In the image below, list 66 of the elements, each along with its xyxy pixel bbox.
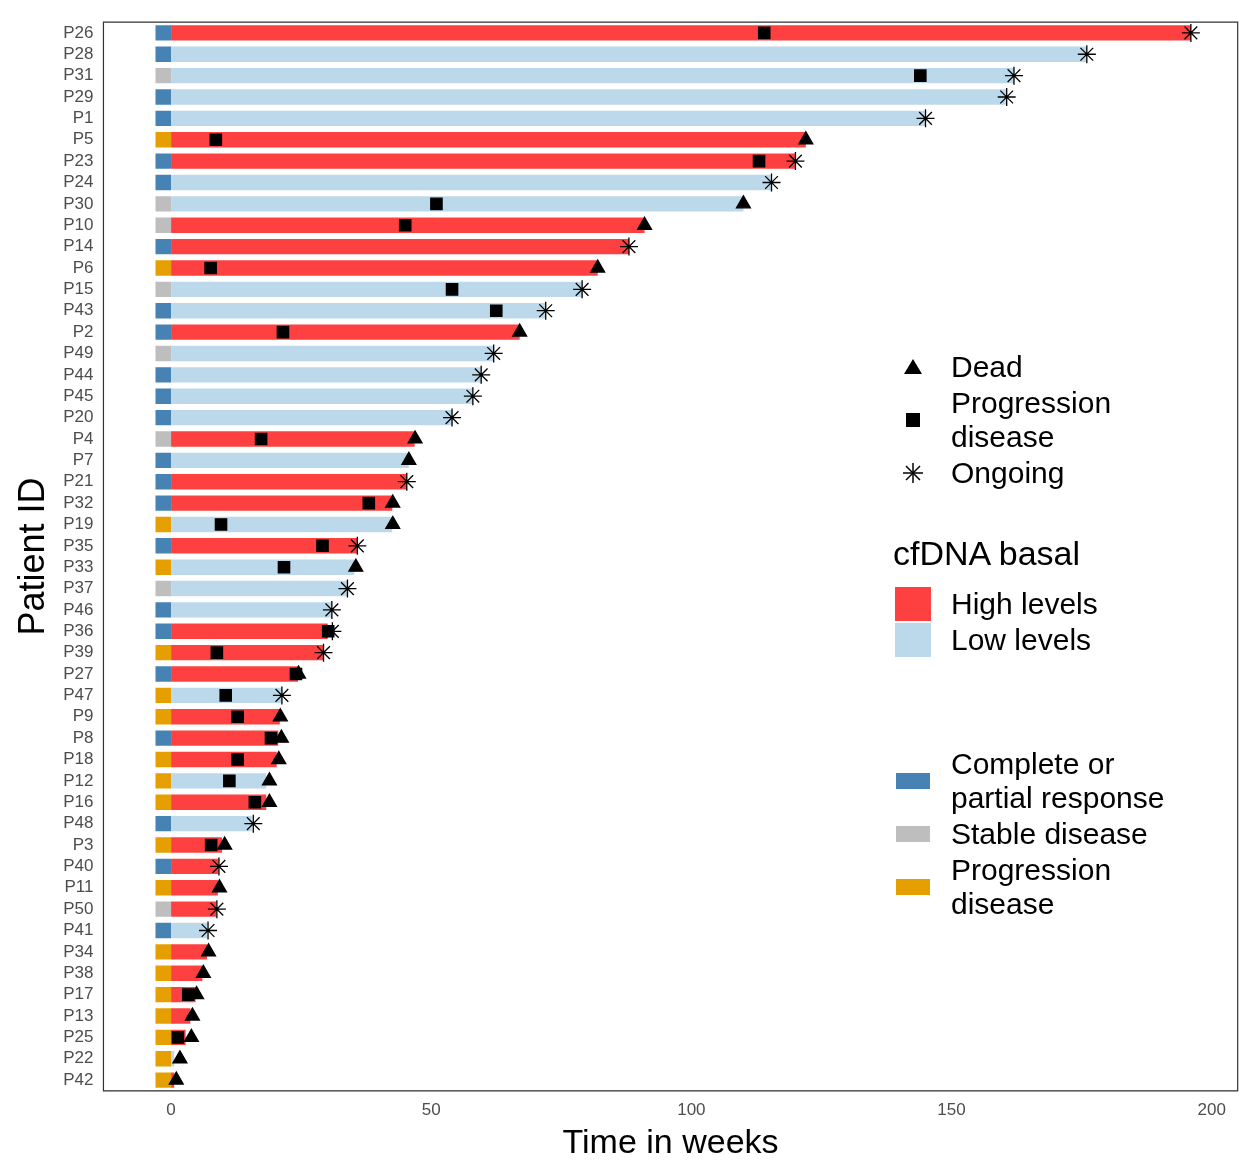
legend-label: Low levels bbox=[951, 623, 1093, 657]
y-tick-label: P6 bbox=[72, 257, 94, 277]
y-tick-label: P31 bbox=[63, 65, 94, 85]
y-tick-label: P44 bbox=[63, 364, 94, 384]
legend-label: Progression disease bbox=[951, 853, 1113, 921]
y-tick-label: P21 bbox=[63, 471, 94, 491]
y-tick-label: P3 bbox=[72, 834, 94, 854]
y-tick-label: P35 bbox=[63, 535, 94, 555]
x-axis-title: Time in weeks bbox=[562, 1121, 779, 1160]
y-tick-label: P10 bbox=[63, 214, 94, 234]
y-tick-label: P32 bbox=[63, 492, 94, 512]
y-tick-label: P39 bbox=[63, 642, 94, 662]
y-tick-label: P12 bbox=[63, 770, 94, 790]
y-tick-label: P48 bbox=[63, 813, 94, 833]
y-tick-label: P20 bbox=[63, 407, 94, 427]
legend-label: Complete or partial response bbox=[951, 747, 1166, 815]
y-tick-label: P38 bbox=[63, 962, 94, 982]
x-tick-label: 200 bbox=[1197, 1099, 1226, 1119]
y-tick-label: P29 bbox=[63, 86, 94, 106]
x-tick-label: 0 bbox=[166, 1099, 176, 1119]
y-tick-label: P28 bbox=[63, 43, 94, 63]
y-tick-label: P16 bbox=[63, 791, 94, 811]
x-tick-label: 50 bbox=[421, 1099, 441, 1119]
y-tick-label: P8 bbox=[72, 727, 94, 747]
y-tick-label: P24 bbox=[63, 172, 94, 192]
y-tick-label: P19 bbox=[63, 514, 94, 534]
y-tick-label: P18 bbox=[63, 749, 94, 769]
y-tick-label: P4 bbox=[72, 428, 94, 448]
y-tick-label: P15 bbox=[63, 279, 94, 299]
y-tick-label: P17 bbox=[63, 984, 94, 1004]
x-tick-label: 100 bbox=[677, 1099, 706, 1119]
y-tick-label: P46 bbox=[63, 599, 94, 619]
legend-label: High levels bbox=[951, 587, 1099, 621]
legend-label: Stable disease bbox=[951, 817, 1149, 851]
y-tick-label: P13 bbox=[63, 1005, 94, 1025]
y-tick-label: P26 bbox=[63, 22, 94, 42]
y-tick-label: P1 bbox=[72, 108, 94, 128]
y-tick-label: P27 bbox=[63, 663, 94, 683]
x-tick-label: 150 bbox=[937, 1099, 966, 1119]
y-tick-label: P33 bbox=[63, 556, 94, 576]
legend-label: Ongoing bbox=[951, 456, 1066, 490]
y-tick-label: P9 bbox=[72, 706, 94, 726]
legend-label: Progression disease bbox=[951, 386, 1113, 454]
y-tick-label: P49 bbox=[63, 343, 94, 363]
y-tick-label: P25 bbox=[63, 1027, 94, 1047]
y-tick-label: P23 bbox=[63, 150, 94, 170]
y-tick-label: P43 bbox=[63, 300, 94, 320]
y-tick-label: P37 bbox=[63, 578, 94, 598]
y-tick-label: P36 bbox=[63, 620, 94, 640]
y-tick-label: P30 bbox=[63, 193, 94, 213]
y-tick-label: P45 bbox=[63, 385, 94, 405]
y-axis-title: Patient ID bbox=[10, 477, 52, 636]
y-tick-label: P47 bbox=[63, 685, 94, 705]
legend-label: Dead bbox=[951, 350, 1024, 384]
y-tick-label: P2 bbox=[72, 321, 94, 341]
y-tick-label: P7 bbox=[72, 450, 94, 470]
y-tick-label: P50 bbox=[63, 898, 94, 918]
y-tick-label: P40 bbox=[63, 856, 94, 876]
y-tick-label: P14 bbox=[63, 236, 94, 256]
y-tick-label: P11 bbox=[64, 877, 94, 897]
y-tick-label: P41 bbox=[63, 920, 94, 940]
y-tick-label: P22 bbox=[63, 1048, 94, 1068]
y-tick-label: P42 bbox=[63, 1069, 94, 1089]
legend-title: cfDNA basal bbox=[893, 534, 1082, 573]
y-tick-label: P5 bbox=[72, 129, 94, 149]
y-tick-label: P34 bbox=[63, 941, 94, 961]
